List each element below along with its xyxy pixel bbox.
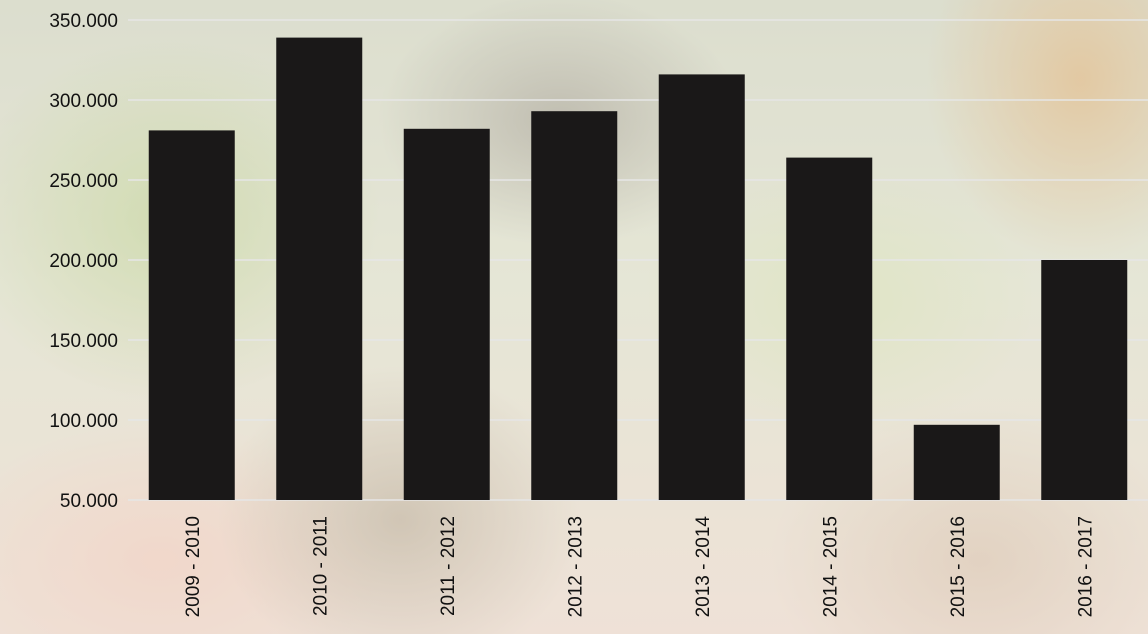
y-tick-label: 250.000: [49, 171, 118, 192]
y-tick-label: 150.000: [49, 331, 118, 352]
bar: [1041, 260, 1128, 500]
bar: [913, 424, 1000, 500]
bar: [531, 111, 618, 500]
x-category-label: 2010 - 2011: [310, 516, 331, 616]
bar: [276, 37, 363, 500]
x-category-label: 2013 - 2014: [693, 516, 714, 618]
x-axis-category-labels: 2009 - 2010 2010 - 2011 2011 - 2012 2012 - …: [183, 516, 1097, 618]
y-tick-label: 100.000: [49, 411, 118, 432]
y-tick-label: 200.000: [49, 251, 118, 272]
bar: [403, 128, 490, 501]
bars: [148, 37, 1128, 501]
x-category-label: 2014 - 2015: [820, 516, 841, 617]
y-tick-label: 50.000: [60, 491, 118, 512]
x-category-label: 2011 - 2012: [438, 516, 459, 616]
bar: [148, 130, 235, 500]
x-category-label: 2015 - 2016: [948, 516, 969, 617]
x-category-label: 2016 - 2017: [1075, 516, 1096, 617]
y-axis-tick-labels: 50.000 100.000 150.000 200.000 250.000 300.00…: [49, 11, 118, 512]
x-category-label: 2009 - 2010: [183, 516, 204, 617]
x-category-label: 2012 - 2013: [565, 516, 586, 617]
y-tick-label: 350.000: [49, 11, 118, 32]
y-tick-label: 300.000: [49, 91, 118, 112]
bar: [658, 74, 745, 501]
bar: [786, 157, 873, 500]
